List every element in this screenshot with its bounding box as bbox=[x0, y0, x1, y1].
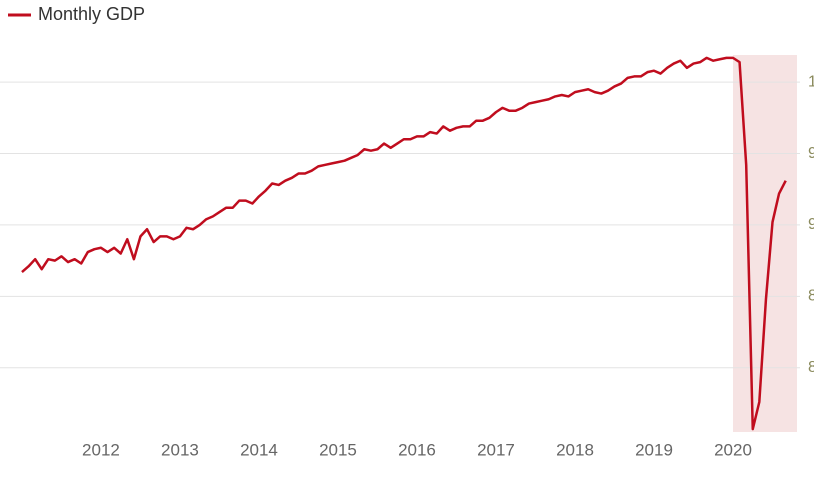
x-tick-label: 2017 bbox=[477, 440, 515, 459]
x-tick-label: 2015 bbox=[319, 440, 357, 459]
y-tick-label: 8 bbox=[808, 359, 814, 376]
x-tick-label: 2020 bbox=[714, 440, 752, 459]
x-tick-label: 2013 bbox=[161, 440, 199, 459]
y-tick-label: 8 bbox=[808, 288, 814, 305]
x-tick-label: 2016 bbox=[398, 440, 436, 459]
x-tick-label: 2014 bbox=[240, 440, 278, 459]
x-tick-label: 2018 bbox=[556, 440, 594, 459]
y-tick-label: 9 bbox=[808, 216, 814, 233]
legend-label: Monthly GDP bbox=[38, 4, 145, 24]
data-line bbox=[21, 56, 787, 431]
x-tick-label: 2012 bbox=[82, 440, 120, 459]
y-tick-label: 1 bbox=[808, 73, 814, 90]
y-tick-label: 9 bbox=[808, 145, 814, 162]
x-tick-label: 2019 bbox=[635, 440, 673, 459]
